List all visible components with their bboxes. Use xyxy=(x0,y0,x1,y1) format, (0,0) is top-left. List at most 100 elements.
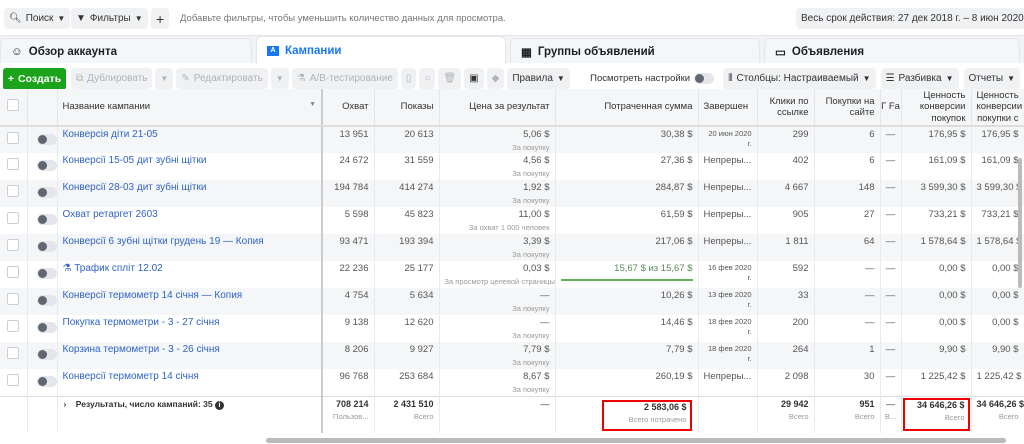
column-header-amount-spent[interactable]: Потраченная сумма xyxy=(555,89,699,127)
create-button[interactable]: + Создать xyxy=(3,68,66,90)
ab-test-button[interactable]: ⚗ A/B-тестирование xyxy=(291,68,398,89)
row-checkbox[interactable] xyxy=(7,158,20,170)
spent-value: 14,46 $ xyxy=(660,317,693,328)
row-checkbox[interactable] xyxy=(7,266,20,278)
tab-ads[interactable]: ▭ Объявления xyxy=(764,38,1020,64)
archive-button[interactable]: ▯ xyxy=(400,68,417,89)
impressions-cell: 20 613 xyxy=(374,126,440,153)
row-checkbox[interactable] xyxy=(7,374,20,386)
rules-button[interactable]: Правила ▼ xyxy=(507,68,570,89)
delete-button[interactable]: 🗑︎ xyxy=(438,68,462,89)
horizontal-scrollbar[interactable] xyxy=(266,438,1006,443)
refresh-button[interactable]: ○ xyxy=(419,68,436,89)
duplicate-dropdown[interactable]: ▼ xyxy=(155,68,174,89)
campaign-toggle[interactable] xyxy=(36,214,56,225)
table-row[interactable]: Покупка термометри - 3 - 27 січня 9 138 … xyxy=(0,315,1024,342)
edit-dropdown[interactable]: ▼ xyxy=(270,68,289,89)
table-row[interactable]: Конверсії 15-05 дит зубні щітки 24 672 3… xyxy=(0,153,1024,180)
amount-spent-cell: 14,46 $ xyxy=(555,315,699,342)
table-row[interactable]: Корзина термометри - 3 - 26 січня 8 206 … xyxy=(0,342,1024,369)
row-checkbox[interactable] xyxy=(7,132,20,144)
columns-button[interactable]: ⦀ Столбцы: Настраиваемый ▼ xyxy=(723,68,876,89)
cost-per-result-cell: — За покупку xyxy=(439,315,556,342)
link-clicks-cell: 2 098 xyxy=(757,369,815,396)
campaign-toggle[interactable] xyxy=(36,241,56,252)
campaign-name-link[interactable]: Охват ретаргет 2603 xyxy=(62,209,158,220)
edit-button[interactable]: ✎ Редактировать xyxy=(176,68,268,89)
campaign-toggle[interactable] xyxy=(36,349,56,360)
tag-button[interactable]: ◆ xyxy=(486,68,505,89)
campaign-name-link[interactable]: Корзина термометри - 3 - 26 січня xyxy=(62,344,220,355)
table-row[interactable]: Конверсії термометр 14 січня — Копия 4 7… xyxy=(0,288,1024,315)
column-header-purchase-conversion-value-2[interactable]: Ценность конверсии покупки с xyxy=(971,89,1024,127)
table-row[interactable]: Конверсія діти 21-05 13 951 20 613 5,06 … xyxy=(0,126,1024,153)
view-settings-toggle[interactable]: Посмотреть настройки xyxy=(590,73,715,84)
sub: Всего xyxy=(998,411,1019,421)
conversion-value-2-cell: 0,00 $ xyxy=(971,315,1024,342)
caret-down-icon: ▼ xyxy=(862,74,871,83)
campaign-name-link[interactable]: Покупка термометри - 3 - 27 січня xyxy=(62,317,220,328)
column-header-website-purchases[interactable]: Покупки на сайте xyxy=(814,89,881,127)
campaign-toggle[interactable] xyxy=(36,295,56,306)
tab-ad-sets[interactable]: ▦ Группы объявлений xyxy=(510,38,760,64)
row-checkbox[interactable] xyxy=(7,212,20,224)
campaign-name-link[interactable]: Конверсія діти 21-05 xyxy=(62,129,158,140)
column-header-link-clicks[interactable]: Клики по ссылке xyxy=(757,89,815,127)
spent-value: 27,36 $ xyxy=(660,155,693,166)
column-header-g[interactable]: Г Fa xyxy=(880,89,902,127)
campaign-name-link[interactable]: Конверсії 15-05 дит зубні щітки xyxy=(62,155,207,166)
reach-cell: 22 236 xyxy=(322,261,375,288)
campaign-name-link[interactable]: Конверсії термометр 14 січня — Копия xyxy=(62,290,243,301)
date-range-picker[interactable]: Весь срок действия: 27 дек 2018 г. – 8 и… xyxy=(796,8,1024,29)
cpr-value: 5,06 $ xyxy=(523,129,550,140)
tab-account-overview[interactable]: ☺ Обзор аккаунта xyxy=(0,38,252,64)
g-cell: — xyxy=(880,369,902,396)
breakdown-button[interactable]: ☰ Разбивка ▼ xyxy=(880,68,959,89)
row-checkbox[interactable] xyxy=(7,293,20,305)
campaign-name-link[interactable]: Конверсії 6 зубні щітки грудень 19 — Коп… xyxy=(62,236,264,247)
search-button[interactable]: 🔍︎ Поиск ▼ xyxy=(4,8,71,29)
expand-chevron-icon[interactable]: › xyxy=(63,398,67,409)
campaign-toggle[interactable] xyxy=(36,187,56,198)
row-checkbox[interactable] xyxy=(7,185,20,197)
preview-button[interactable]: ▣ xyxy=(464,68,484,89)
impressions-cell: 193 394 xyxy=(374,234,440,261)
table-row[interactable]: ⚗ Трафик спліт 12.02 22 236 25 177 0,03 … xyxy=(0,261,1024,288)
column-header-ends[interactable]: Завершен xyxy=(698,89,758,127)
link-clicks-cell: 4 667 xyxy=(757,180,815,207)
column-header-impressions[interactable]: Показы xyxy=(374,89,440,127)
row-checkbox[interactable] xyxy=(7,320,20,332)
plus-icon: + xyxy=(7,73,14,85)
column-header-cost-per-result[interactable]: Цена за результат xyxy=(439,89,556,127)
row-checkbox[interactable] xyxy=(7,347,20,359)
add-filter-button[interactable]: + xyxy=(151,8,170,29)
campaign-toggle[interactable] xyxy=(36,134,56,145)
row-checkbox[interactable] xyxy=(7,239,20,251)
column-header-purchase-conversion-value[interactable]: Ценность конверсии покупок xyxy=(901,89,972,127)
filters-button[interactable]: ▼ Фильтры ▼ xyxy=(71,8,148,29)
campaign-toggle[interactable] xyxy=(36,376,56,387)
table-row[interactable]: Конверсії термометр 14 січня 96 768 253 … xyxy=(0,369,1024,396)
column-header-name[interactable]: Название кампании ▼ xyxy=(57,89,323,127)
column-header-reach[interactable]: Охват xyxy=(322,89,375,127)
duplicate-button[interactable]: ⧉ Дублировать xyxy=(71,68,153,89)
toggle-switch[interactable] xyxy=(694,73,715,84)
table-row[interactable]: Конверсії 6 зубні щітки грудень 19 — Коп… xyxy=(0,234,1024,261)
campaign-name-link[interactable]: Конверсії термометр 14 січня xyxy=(62,371,199,382)
campaign-toggle[interactable] xyxy=(36,268,56,279)
select-all-checkbox[interactable] xyxy=(7,99,20,112)
campaign-toggle[interactable] xyxy=(36,322,56,333)
info-icon[interactable]: i xyxy=(215,400,224,410)
campaign-toggle[interactable] xyxy=(36,160,56,171)
reports-button[interactable]: Отчеты ▼ xyxy=(963,68,1020,89)
ends-cell: 20 июн 2020 г. xyxy=(698,126,758,153)
sort-icon[interactable]: ▼ xyxy=(309,101,316,109)
table-row[interactable]: Конверсії 28-03 дит зубні щітки 194 784 … xyxy=(0,180,1024,207)
table-row[interactable]: Охват ретаргет 2603 5 598 45 823 11,00 $… xyxy=(0,207,1024,234)
tab-campaigns[interactable]: A Кампании xyxy=(256,36,506,64)
conversion-value-2-cell: 161,09 $ xyxy=(971,153,1024,180)
summary-reach: 708 214 Пользов... xyxy=(322,395,375,433)
campaign-name-link[interactable]: Конверсії 28-03 дит зубні щітки xyxy=(62,182,207,193)
vertical-scrollbar[interactable] xyxy=(1018,158,1022,288)
campaign-name-link[interactable]: Трафик спліт 12.02 xyxy=(74,263,163,274)
